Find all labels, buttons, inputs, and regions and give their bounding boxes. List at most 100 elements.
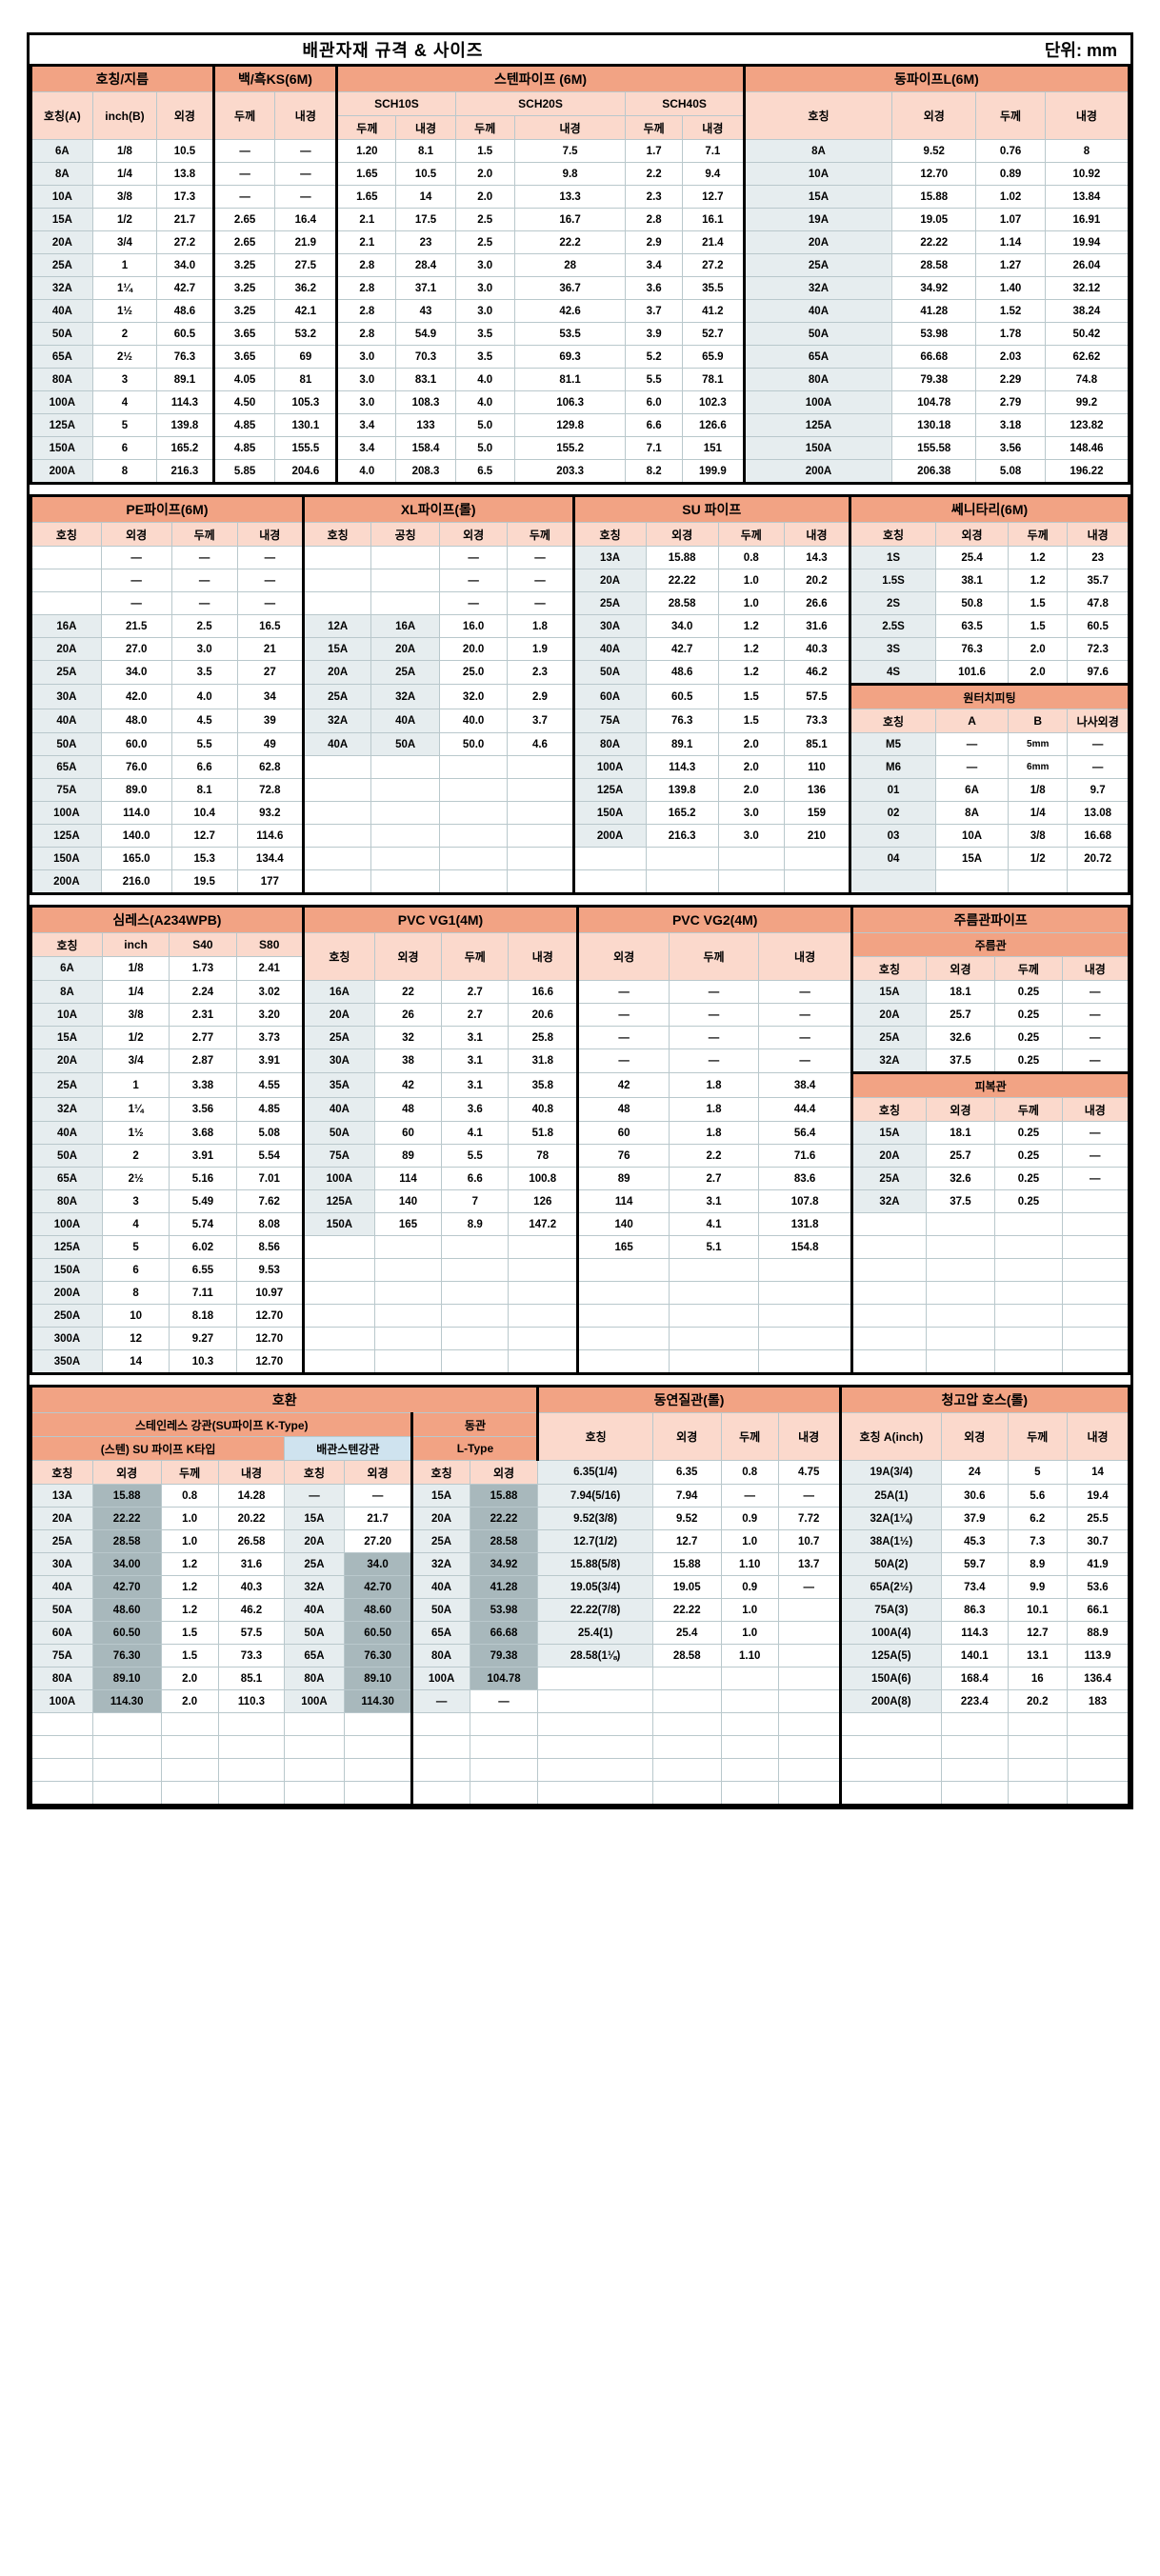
seamless-s80-cell: 4.85 [235,1097,304,1122]
xl-od-cell: 20.0 [438,637,509,661]
vg2-id-cell: — [757,980,853,1004]
vg1-id-cell: 100.8 [508,1167,579,1190]
sch40s-thickness-cell: 3.6 [625,276,683,300]
sp-nominal-cell: 50A [284,1621,345,1645]
l-nominal-cell: — [410,1689,470,1713]
vg1-od-cell: 60 [373,1121,443,1145]
vg1-od-cell [373,1258,443,1282]
hose-thickness-cell [1007,1758,1069,1782]
seamless-inch-cell: 2 [101,1144,170,1168]
sanitary-id-cell: 60.5 [1067,614,1130,638]
group-seamless: 심레스(A234WPB) [30,905,304,933]
section2-row: 150A 165.0 15.3 134.4 04 15A 1/2 20.72 [30,847,1130,870]
pe-nominal-cell: 40A [30,709,102,733]
empty-cell [1061,1281,1131,1305]
vg1-od-cell: 32 [373,1026,443,1049]
hose-id-cell: 53.6 [1067,1575,1130,1599]
sanitary-nominal-cell: 1S [849,546,936,569]
sch20s-id-cell: 36.7 [513,276,627,300]
section1-body: 6A 1/8 10.5— —1.20 8.1 1.5 7.5 1.7 7.1 8A 9.52 0.76… [30,139,1131,485]
vg2-id-cell: 56.4 [757,1121,853,1145]
col-sanitary-od: 외경 [934,522,1010,547]
su-id-cell: 73.3 [783,709,851,733]
hose-id-cell: 113.9 [1067,1644,1130,1667]
ot-screw-od-cell: 20.72 [1067,847,1130,870]
soft-nominal-cell [537,1781,653,1807]
empty-cell [91,1758,162,1782]
vg2-thickness-cell [669,1349,759,1375]
copper-thickness-cell: 1.78 [975,322,1046,346]
section2-row: 75A 89.0 8.1 72.8 125A 139.8 2.0 136 01 6A 1/8 9.7 [30,778,1130,802]
vg1-id-cell [508,1235,579,1259]
vg2-od-cell [576,1258,670,1282]
section4-row: 80A 89.10 2.0 85.1 80A 89.10 100A 104.78 150A(6)… [30,1667,1130,1690]
su-od-cell: 76.3 [645,709,719,733]
col-copper-nominal: 호칭 [742,91,893,140]
subgroup-covered-pipe: 피복관 [850,1071,1130,1098]
copper-nominal-cell: 25A [742,253,893,277]
xl-nominal-cell [301,824,372,848]
vg2-id-cell [757,1327,853,1350]
k-nominal-cell: 75A [30,1644,93,1667]
su-thickness-cell: 3.0 [717,824,785,848]
vg2-thickness-cell [669,1327,759,1350]
vg1-od-cell: 140 [373,1189,443,1213]
section1-row: 6A 1/8 10.5— —1.20 8.1 1.5 7.5 1.7 7.1 8A 9.52 0.76… [30,139,1131,163]
section2-head: PE파이프(6M) XL파이프(롤) SU 파이프 쎄니타리(6M) 호칭 외경… [30,494,1130,547]
vg1-thickness-cell: 6.6 [441,1167,510,1190]
xl-gong-cell: 32A [370,684,440,709]
copper-thickness-cell: 5.08 [975,459,1046,485]
section4-row: 20A 22.22 1.0 20.22 15A 21.7 20A 22.22 9.52(3/8)… [30,1507,1130,1530]
vg2-id-cell: 38.4 [757,1072,853,1098]
su-id-cell: 159 [783,801,851,825]
inch-b-cell: 1¼ [91,276,158,300]
vg1-od-cell [373,1235,443,1259]
soft-nominal-cell: 22.22(7/8) [537,1598,653,1622]
su-id-cell: 136 [783,778,851,802]
vg2-id-cell [757,1304,853,1328]
xl-od-cell [438,847,509,870]
copper-nominal-cell: 150A [742,436,893,460]
ks-id-cell: 42.1 [274,299,338,323]
hose-od-cell: 168.4 [941,1667,1009,1690]
sch10s-id-cell: 54.9 [395,322,456,346]
pe-id-cell: 114.6 [236,824,304,848]
pe-nominal-cell [30,546,102,569]
soft-nominal-cell [537,1667,653,1690]
sp-nominal-cell: 65A [284,1644,345,1667]
section3-row: 80A 3 5.49 7.62 125A 140 7 126 114 3.1 107.8 32A 37.… [30,1189,1131,1213]
empty-cell [217,1758,286,1782]
copper-od-cell: 206.38 [891,459,977,485]
seamless-nominal-cell: 25A [30,1072,103,1098]
vg1-thickness-cell [441,1304,510,1328]
soft-nominal-cell: 28.58(1⅛) [537,1644,653,1667]
soft-od-cell [651,1735,722,1759]
col-xl-nominal: 호칭 [301,522,372,547]
col-sch40s: SCH40S [625,91,745,116]
k-id-cell: 110.3 [217,1689,286,1713]
xl-gong-cell [370,591,440,615]
corr-od-cell: 37.5 [925,1048,996,1073]
ks-thickness-cell: 4.85 [211,413,276,437]
soft-id-cell [777,1758,841,1782]
pe-nominal-cell [30,569,102,592]
pe-od-cell: 216.0 [100,869,172,895]
ks-thickness-cell: 3.65 [211,322,276,346]
k-nominal-cell: 13A [30,1484,93,1508]
pe-id-cell: — [236,569,304,592]
sanitary-nominal-cell: 2S [849,591,936,615]
ot-screw-od-cell: 13.08 [1067,801,1130,825]
l-od-cell: 28.58 [469,1529,539,1553]
vg2-od-cell [576,1304,670,1328]
empty-cell [91,1735,162,1759]
su-nominal-cell: 13A [571,546,647,569]
sch20s-thickness-cell: 1.5 [454,139,515,163]
group-copper-tube: 동관 [410,1412,539,1437]
k-nominal-cell: 30A [30,1552,93,1576]
xl-nominal-cell: 15A [301,637,372,661]
corr-id-cell: — [1061,1026,1131,1049]
vg1-id-cell: 16.6 [508,980,579,1004]
sp-od-cell: 48.60 [343,1598,413,1622]
ot-screw-od-cell: 16.68 [1067,824,1130,848]
vg2-id-cell: 44.4 [757,1097,853,1122]
